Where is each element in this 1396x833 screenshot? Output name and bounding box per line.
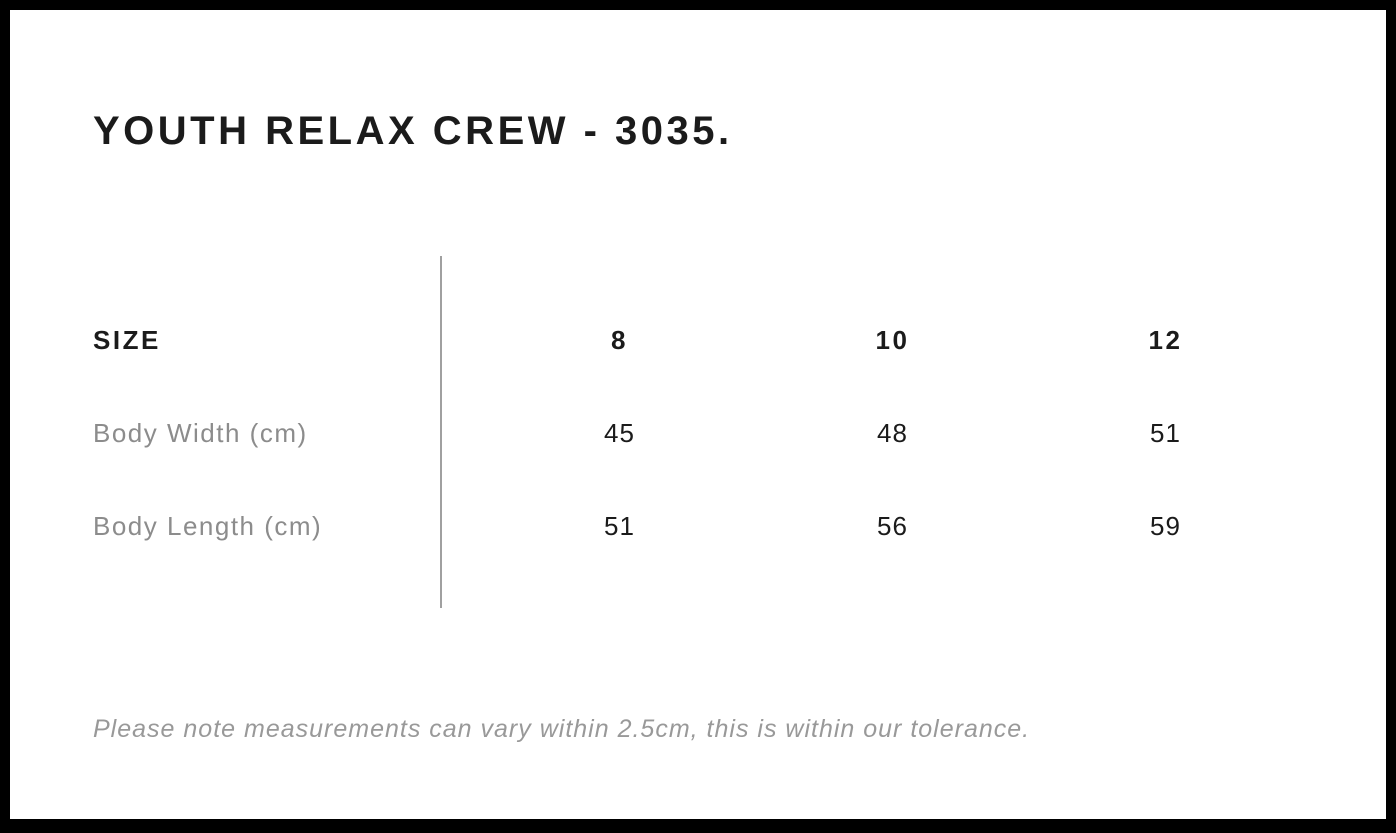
size-column-12: 12: [1148, 325, 1183, 355]
body-length-size-8-value: 51: [604, 511, 635, 541]
size-column-10: 10: [875, 325, 910, 355]
size-chart-table: SIZE 8 10 12 Body Width (cm) 45 48 51 Bo…: [93, 294, 1302, 573]
body-length-row-label: Body Length (cm): [93, 511, 323, 541]
body-width-size-10-value: 48: [877, 418, 908, 448]
white-content-frame: YOUTH RELAX CREW - 3035. SIZE 8 10 12 Bo…: [10, 10, 1386, 819]
body-width-size-12-value: 51: [1150, 418, 1181, 448]
body-length-size-12-value: 59: [1150, 511, 1181, 541]
body-width-row-label: Body Width (cm): [93, 418, 308, 448]
page-title: YOUTH RELAX CREW - 3035.: [93, 109, 733, 153]
size-column-8: 8: [611, 325, 628, 355]
size-header-label: SIZE: [93, 325, 161, 355]
body-width-size-8-value: 45: [604, 418, 635, 448]
body-length-size-10-value: 56: [877, 511, 908, 541]
tolerance-note: Please note measurements can vary within…: [93, 715, 1031, 743]
vertical-divider: [440, 256, 442, 608]
